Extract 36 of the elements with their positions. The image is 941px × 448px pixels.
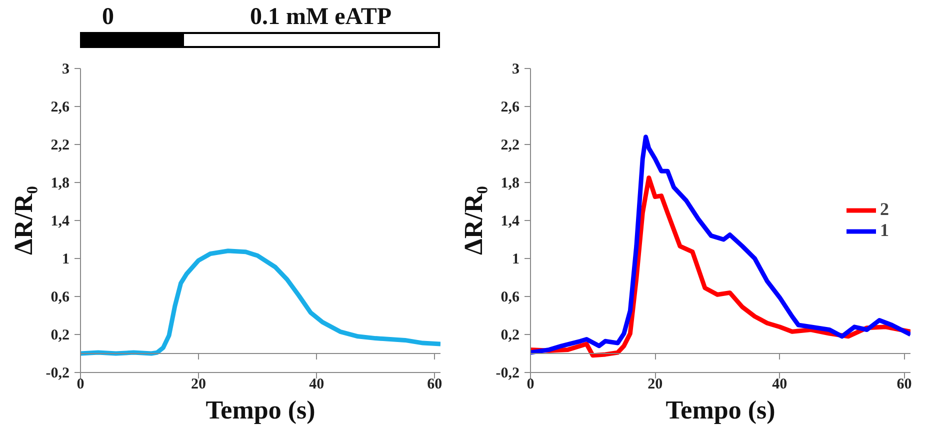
x-tick-label: 20 (648, 376, 663, 392)
y-tick-label: -0,2 (496, 366, 520, 382)
y-tick-label: 0,6 (50, 290, 70, 306)
text: 0.1 mM eATP (250, 3, 392, 32)
y-tick-label: 0,2 (50, 328, 70, 344)
y-tick-label: 1 (512, 252, 520, 268)
y-tick-label: 1 (62, 252, 70, 268)
x-tick-label: 0 (76, 376, 84, 392)
legend-label: 1 (880, 220, 890, 241)
x-tick-label: 60 (896, 376, 912, 392)
x-tick-label: 60 (427, 376, 442, 392)
line-series (530, 134, 910, 355)
y-tick-label: 0,6 (500, 290, 520, 306)
y-tick-label: 1,4 (500, 214, 520, 230)
x-tick-label: 0 (526, 376, 534, 392)
x-axis-title: Tempo (s) (206, 396, 316, 424)
y-tick-label: 2,6 (50, 100, 70, 116)
y-tick-label: 3 (512, 62, 520, 78)
y-axis-title: ΔR/R₀ (8, 186, 38, 255)
x-tick-label: 40 (309, 376, 324, 392)
y-tick-label: 1,4 (50, 214, 70, 230)
legend-label: 2 (880, 199, 890, 220)
y-tick-label: 1,8 (500, 176, 520, 192)
y-tick-label: 2,2 (50, 138, 70, 154)
y-tick-label: 2,2 (500, 138, 520, 154)
y-tick-label: 3 (62, 62, 70, 78)
y-tick-label: 0,2 (500, 328, 520, 344)
y-tick-label: 2,6 (500, 100, 520, 116)
x-tick-label: 40 (772, 376, 788, 392)
y-tick-label: 1,8 (50, 176, 70, 192)
line-series (80, 248, 440, 356)
y-tick-label: -0,2 (46, 366, 70, 382)
x-axis-title: Tempo (s) (666, 396, 776, 424)
x-tick-label: 20 (191, 376, 206, 392)
y-axis-title: ΔR/R₀ (458, 186, 488, 255)
text: 0 (102, 3, 114, 32)
